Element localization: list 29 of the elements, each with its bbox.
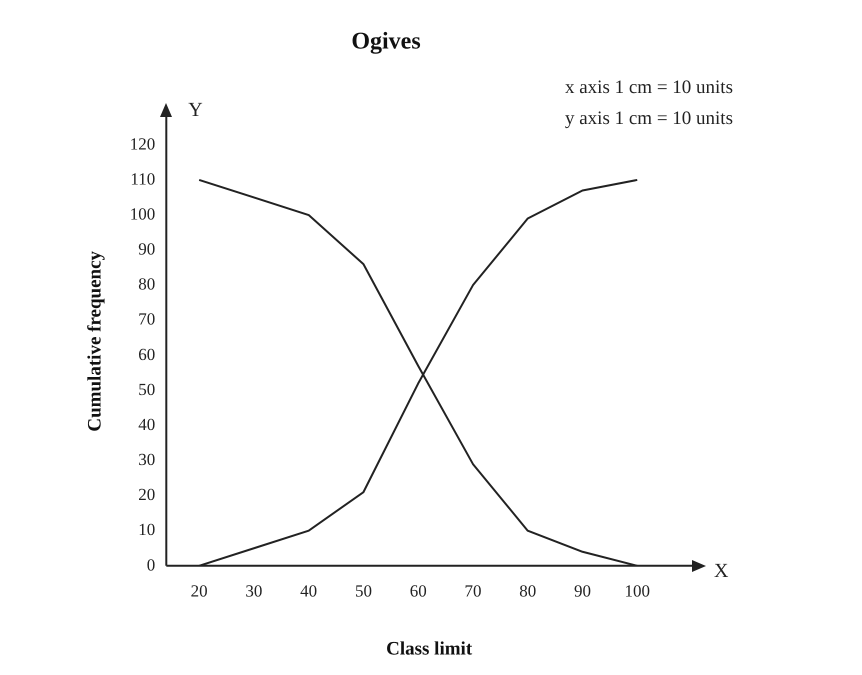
chart-title: Ogives bbox=[351, 28, 421, 55]
x-tick-label: 40 bbox=[300, 581, 318, 600]
y-tick-label: 100 bbox=[130, 204, 156, 224]
x-tick-label: 30 bbox=[245, 581, 262, 600]
x-tick-label: 50 bbox=[354, 581, 372, 600]
y-tick-label: 120 bbox=[130, 134, 156, 154]
y-tick-label: 20 bbox=[138, 485, 156, 504]
y-tick-label: 60 bbox=[138, 344, 156, 364]
text: x axis 1 cm = 10 units bbox=[565, 76, 733, 98]
y-axis-title: Cumulative frequency bbox=[84, 250, 106, 432]
x-tick-label: 20 bbox=[190, 581, 208, 600]
x-axis-title: Class limit bbox=[386, 638, 473, 660]
y-tick-label: 70 bbox=[138, 310, 156, 329]
x-tick-label: 100 bbox=[624, 581, 650, 600]
annotation: Y bbox=[188, 99, 203, 122]
y-tick-label: 0 bbox=[146, 555, 156, 574]
y-tick-label: 110 bbox=[130, 169, 156, 188]
y-tick-label: 90 bbox=[138, 240, 156, 259]
text: X bbox=[714, 560, 729, 582]
y-tick-label: 30 bbox=[138, 450, 156, 470]
y-tick-label: 10 bbox=[138, 520, 156, 540]
annotation: y axis 1 cm = 10 units bbox=[565, 108, 733, 129]
y-tick-label: 50 bbox=[138, 380, 156, 399]
x-tick-label: 90 bbox=[574, 581, 591, 600]
x-tick-label: 80 bbox=[519, 581, 536, 600]
x-tick-label: 60 bbox=[410, 581, 427, 600]
y-tick-label: 40 bbox=[138, 414, 156, 434]
y-tick-label: 80 bbox=[138, 274, 156, 294]
x-tick-label: 70 bbox=[464, 581, 482, 600]
